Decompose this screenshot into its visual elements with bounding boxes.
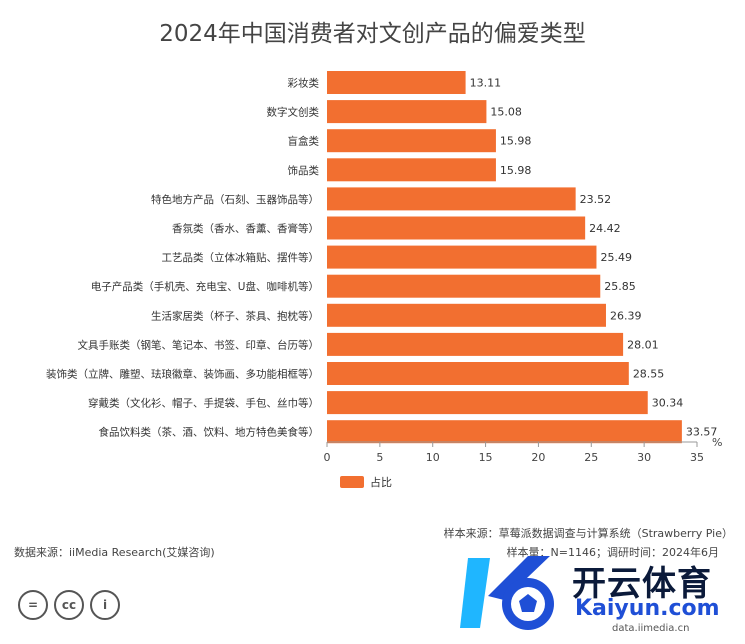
value-label-2: 15.98 <box>500 135 531 148</box>
value-label-0: 13.11 <box>470 77 502 90</box>
bar-4 <box>327 187 576 211</box>
category-label-4: 特色地方产品（石刻、玉器饰品等） <box>151 193 319 206</box>
value-label-1: 15.08 <box>490 106 521 119</box>
category-label-8: 生活家居类（杯子、茶具、抱枕等） <box>151 309 319 322</box>
x-tick-label-2: 10 <box>426 451 440 464</box>
bar-3 <box>327 158 496 182</box>
bar-5 <box>327 216 586 240</box>
data-source-note: 数据来源：iiMedia Research(艾媒咨询) <box>14 546 215 559</box>
category-label-6: 工艺品类（立体冰箱贴、摆件等） <box>162 251 320 264</box>
bar-8 <box>327 303 606 327</box>
category-label-5: 香氛类（香水、香薰、香膏等） <box>172 222 319 235</box>
x-tick-label-3: 15 <box>479 451 493 464</box>
x-tick-label-5: 25 <box>584 451 598 464</box>
watermark-sub: Kaiyun.com <box>575 596 720 621</box>
x-tick-label-0: 0 <box>324 451 331 464</box>
category-label-1: 数字文创类 <box>267 106 320 119</box>
value-label-6: 25.49 <box>600 251 632 264</box>
value-label-8: 26.39 <box>610 309 642 322</box>
bar-11 <box>327 391 648 415</box>
x-tick-label-7: 35 <box>690 451 704 464</box>
sample-source-note: 样本来源：草莓派数据调查与计算系统（Strawberry Pie） <box>443 527 733 540</box>
cc-by-icon: i <box>90 590 120 620</box>
bar-10 <box>327 362 629 385</box>
bar-6 <box>327 245 597 269</box>
category-label-9: 文具手账类（钢笔、笔记本、书签、印章、台历等） <box>78 338 320 351</box>
x-tick-label-4: 20 <box>531 451 545 464</box>
bar-0 <box>327 71 466 94</box>
value-label-9: 28.01 <box>627 338 659 351</box>
bar-9 <box>327 332 624 356</box>
bar-12 <box>327 420 682 444</box>
value-label-10: 28.55 <box>633 368 665 381</box>
value-label-4: 23.52 <box>580 193 612 206</box>
legend: 占比 <box>340 474 392 490</box>
bar-7 <box>327 274 601 298</box>
cc-license-icon: cc <box>54 590 84 620</box>
creative-commons-badges: = cc i <box>18 590 120 620</box>
value-label-12: 33.57 <box>686 426 718 439</box>
bar-2 <box>327 129 496 153</box>
sample-info-note: 样本量：N=1146；调研时间：2024年6月 <box>506 546 719 559</box>
category-label-11: 穿戴类（文化衫、帽子、手提袋、手包、丝巾等） <box>88 397 319 410</box>
value-label-7: 25.85 <box>604 280 636 293</box>
x-tick-label-6: 30 <box>637 451 651 464</box>
category-label-3: 饰品类 <box>288 164 320 177</box>
category-label-0: 彩妆类 <box>288 77 320 90</box>
cc-nd-icon: = <box>18 590 48 620</box>
x-tick-label-1: 5 <box>376 451 383 464</box>
category-label-7: 电子产品类（手机壳、充电宝、U盘、咖啡机等） <box>91 280 319 293</box>
legend-swatch <box>340 476 364 488</box>
category-label-12: 食品饮料类（茶、酒、饮料、地方特色美食等） <box>99 426 320 439</box>
chart-title: 2024年中国消费者对文创产品的偏爱类型 <box>159 21 586 47</box>
watermark-domain: data.iimedia.cn <box>612 623 690 634</box>
watermark-brand: 开云体育 <box>572 564 712 604</box>
category-label-2: 盲盒类 <box>288 135 320 148</box>
value-label-11: 30.34 <box>652 397 684 410</box>
value-label-3: 15.98 <box>500 164 531 177</box>
legend-label: 占比 <box>370 476 392 489</box>
value-label-5: 24.42 <box>589 222 621 235</box>
x-axis-unit: % <box>712 436 722 449</box>
category-label-10: 装饰类（立牌、雕塑、珐琅徽章、装饰画、多功能相框等） <box>46 368 319 381</box>
bar-1 <box>327 100 487 124</box>
watermark-logo-icon <box>460 556 554 630</box>
